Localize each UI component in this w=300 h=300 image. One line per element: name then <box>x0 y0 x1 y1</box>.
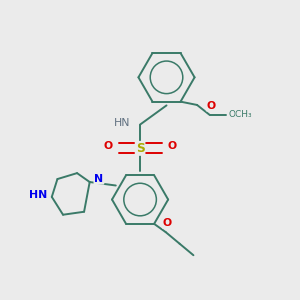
Text: O: O <box>207 100 216 111</box>
Text: O: O <box>163 218 172 228</box>
Text: S: S <box>136 142 145 155</box>
Text: N: N <box>94 174 103 184</box>
Text: O: O <box>168 141 177 151</box>
Text: HN: HN <box>29 190 47 200</box>
Text: HN: HN <box>114 118 130 128</box>
Text: O: O <box>103 141 112 151</box>
Text: OCH₃: OCH₃ <box>228 110 252 119</box>
